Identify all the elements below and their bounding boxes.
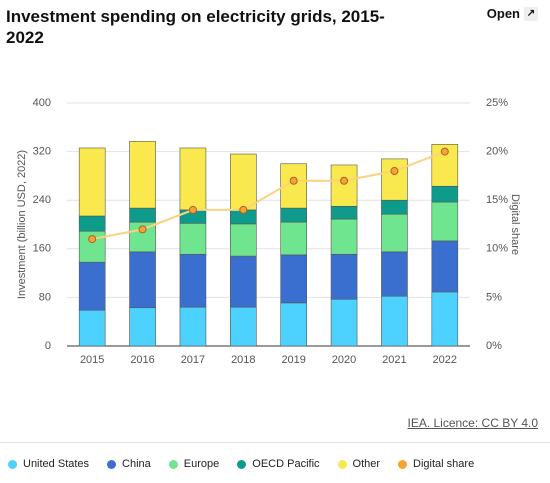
open-icon[interactable]: ↗ xyxy=(524,6,538,21)
source-link[interactable]: IEA. Licence: CC BY 4.0 xyxy=(407,416,538,430)
bar-segment xyxy=(381,213,408,253)
bar-segment xyxy=(230,255,257,308)
legend-swatch xyxy=(107,459,117,469)
line-marker xyxy=(390,167,399,176)
line-marker xyxy=(88,235,97,244)
bar-segment xyxy=(78,261,106,311)
y-tick-label: 160 xyxy=(33,243,51,255)
bar-segment xyxy=(179,147,207,211)
bar-segment xyxy=(230,223,257,257)
legend-label: China xyxy=(122,458,151,470)
legend-item[interactable]: China xyxy=(107,458,151,470)
y2-tick-label: 25% xyxy=(486,97,508,109)
line-marker xyxy=(340,176,349,185)
legend: United States China Europe OECD Pacific Othe… xyxy=(8,458,474,470)
bar-segment xyxy=(381,158,408,201)
x-tick-label: 2016 xyxy=(130,354,154,366)
line-marker xyxy=(239,205,248,214)
legend-item[interactable]: United States xyxy=(8,458,89,470)
y2-tick-label: 10% xyxy=(486,243,508,255)
line xyxy=(91,150,446,241)
open-button[interactable]: Open ↗ xyxy=(487,6,538,21)
chart: 0 80 160 240 320 400 0% 5% 10% 15% 20% 25% Investmen… xyxy=(16,97,521,366)
bar-segment xyxy=(129,307,156,347)
legend-swatch xyxy=(398,459,408,469)
bar-segment xyxy=(129,251,156,309)
bar-segment xyxy=(78,309,106,347)
bar-segment xyxy=(129,140,156,209)
bar-segment xyxy=(78,147,106,217)
y-tick-label: 0 xyxy=(45,340,51,352)
y-tick-label: 80 xyxy=(39,291,51,303)
bar-segment xyxy=(431,185,459,203)
legend-swatch xyxy=(8,459,17,469)
legend-swatch xyxy=(237,459,247,469)
y-tick-label: 320 xyxy=(33,146,51,158)
chart-title: Investment spending on electricity grids… xyxy=(6,7,385,47)
legend-label: OECD Pacific xyxy=(252,458,320,470)
bar-segment xyxy=(381,251,408,297)
bar-segment xyxy=(280,254,307,304)
bar-segment xyxy=(179,306,207,347)
y2-axis-label: Digital share xyxy=(509,194,521,255)
bar-segment xyxy=(381,199,408,215)
x-tick-label: 2022 xyxy=(433,354,457,366)
legend-item[interactable]: Digital share xyxy=(398,458,474,470)
bar-segment xyxy=(431,291,459,347)
legend-item[interactable]: OECD Pacific xyxy=(237,458,320,470)
x-tick-label: 2021 xyxy=(382,354,406,366)
legend-label: Europe xyxy=(183,458,220,470)
legend-label: United States xyxy=(23,458,90,470)
legend-label: Digital share xyxy=(413,458,475,470)
bar-segment xyxy=(431,240,459,293)
x-tick-label: 2018 xyxy=(231,354,255,366)
bar-segment xyxy=(330,205,358,220)
legend-label: Other xyxy=(352,458,381,470)
bar-segment xyxy=(431,201,459,242)
separator xyxy=(0,442,550,443)
bar-segment xyxy=(330,164,358,207)
bar-segment xyxy=(330,298,358,347)
bar-segment xyxy=(179,222,207,255)
line-marker xyxy=(138,225,147,234)
bar-segment xyxy=(280,302,307,347)
bar-segment xyxy=(280,221,307,256)
y2-tick-label: 15% xyxy=(486,194,508,206)
bar-segment xyxy=(381,295,408,347)
y2-tick-label: 20% xyxy=(486,146,508,158)
y-tick-label: 240 xyxy=(33,194,51,206)
open-label[interactable]: Open xyxy=(486,6,520,21)
x-tick-label: 2015 xyxy=(80,354,104,366)
bar-segment xyxy=(129,207,156,223)
bar-segment xyxy=(179,253,207,308)
x-tick-label: 2017 xyxy=(181,354,205,366)
legend-item[interactable]: Other xyxy=(337,458,381,470)
x-tick-label: 2019 xyxy=(281,354,305,366)
y2-tick-label: 0% xyxy=(486,340,502,352)
y2-tick-label: 5% xyxy=(486,291,502,303)
bar-segment xyxy=(330,218,358,255)
y-tick-label: 400 xyxy=(33,97,51,109)
bar-segment xyxy=(78,215,106,232)
bar-segment xyxy=(330,253,358,300)
bar-segment xyxy=(280,207,307,223)
y-axis-label: Investment (billion USD, 2022) xyxy=(16,150,28,299)
bar-segment xyxy=(230,306,257,347)
legend-swatch xyxy=(168,459,178,469)
legend-swatch xyxy=(337,459,347,469)
legend-item[interactable]: Europe xyxy=(168,458,220,470)
x-tick-label: 2020 xyxy=(332,354,356,366)
line-marker xyxy=(289,176,298,185)
line-marker xyxy=(188,205,197,214)
bar-segment xyxy=(230,153,257,211)
line-marker xyxy=(440,147,449,156)
